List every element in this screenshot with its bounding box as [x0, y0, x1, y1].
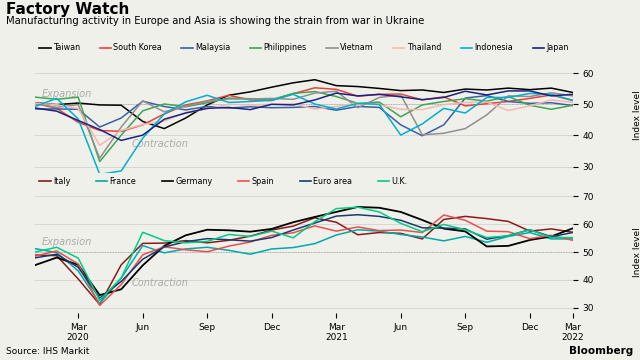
Y-axis label: Index level: Index level: [633, 227, 640, 277]
Y-axis label: Index level: Index level: [633, 90, 640, 140]
Text: Expansion: Expansion: [42, 237, 92, 247]
Text: Factory Watch: Factory Watch: [6, 2, 130, 17]
Text: Bloomberg: Bloomberg: [570, 346, 634, 356]
Text: Expansion: Expansion: [42, 89, 92, 99]
Legend: Italy, France, Germany, Spain, Euro area, U.K.: Italy, France, Germany, Spain, Euro area…: [39, 176, 408, 185]
Text: Contraction: Contraction: [132, 139, 189, 149]
Legend: Taiwan, South Korea, Malaysia, Philippines, Vietnam, Thailand, Indonesia, Japan: Taiwan, South Korea, Malaysia, Philippin…: [39, 44, 569, 53]
Text: Manufacturing activity in Europe and Asia is showing the strain from war in Ukra: Manufacturing activity in Europe and Asi…: [6, 16, 425, 26]
Text: Source: IHS Markit: Source: IHS Markit: [6, 347, 90, 356]
Text: Contraction: Contraction: [132, 278, 189, 288]
